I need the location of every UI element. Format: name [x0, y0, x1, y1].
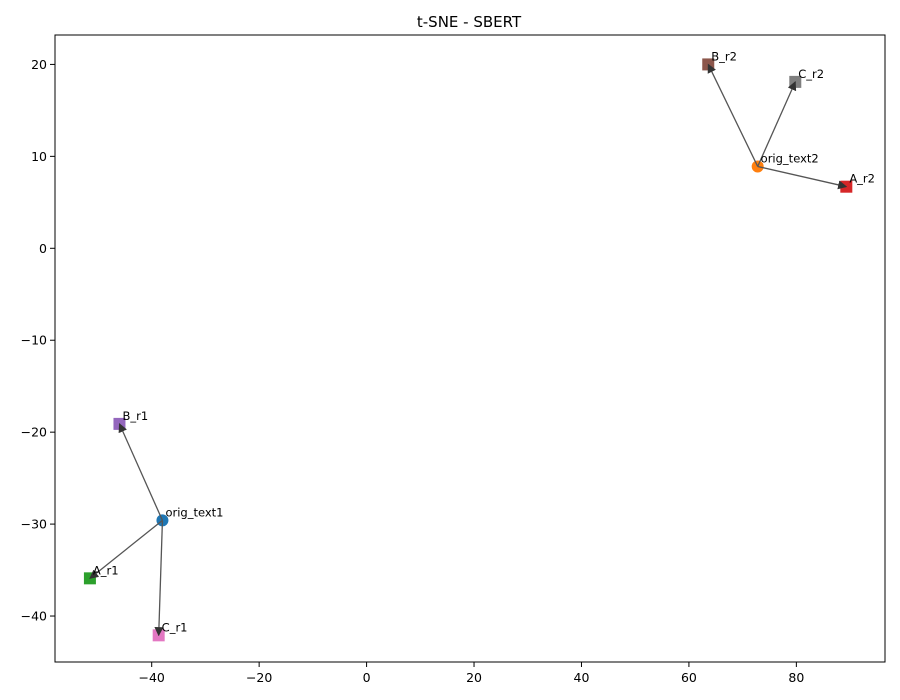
y-tick-label: −30: [21, 517, 47, 532]
y-tick-label: 0: [39, 241, 47, 256]
arrow-orig_text2-to-C_r2: [757, 81, 797, 167]
x-tick-label: 40: [574, 670, 590, 685]
arrow-orig_text1-to-A_r1: [89, 519, 163, 579]
point-label-layer: orig_text1 orig_text2 A_r1 A_r2 B_r1 B_r2 C_r1…: [93, 49, 875, 634]
y-tick-label: 10: [31, 149, 47, 164]
x-tick-label: −20: [246, 670, 272, 685]
arrow-orig_text2-to-B_r2: [707, 63, 759, 167]
y-tick-label: −10: [21, 333, 47, 348]
x-axis: −40 −20 0 20 40 60 80: [139, 662, 804, 685]
x-tick-label: 60: [681, 670, 697, 685]
x-tick-label: 0: [363, 670, 371, 685]
plot-area: [54, 34, 886, 663]
y-tick-label: 20: [31, 57, 47, 72]
point-label-orig_text1: orig_text1: [165, 505, 223, 519]
arrow-orig_text2-to-A_r2: [757, 165, 848, 190]
point-label-orig_text2: orig_text2: [761, 151, 819, 165]
y-axis: 20 10 0 −10 −20 −30 −40: [21, 57, 55, 624]
point-label-B_r1: B_r1: [122, 409, 148, 423]
y-tick-label: −20: [21, 425, 47, 440]
chart-title: t-SNE - SBERT: [417, 13, 522, 31]
arrow-orig_text1-to-B_r1: [118, 423, 164, 521]
y-tick-label: −40: [21, 609, 47, 624]
arrow-layer: [89, 63, 848, 637]
x-tick-label: 20: [466, 670, 482, 685]
point-label-A_r1: A_r1: [93, 563, 119, 577]
x-tick-label: −40: [139, 670, 165, 685]
point-label-A_r2: A_r2: [849, 172, 875, 186]
arrow-orig_text1-to-C_r1: [154, 520, 164, 637]
point-label-C_r1: C_r1: [162, 620, 188, 634]
point-label-B_r2: B_r2: [711, 49, 737, 63]
point-label-C_r2: C_r2: [798, 67, 824, 81]
x-tick-label: 80: [788, 670, 804, 685]
